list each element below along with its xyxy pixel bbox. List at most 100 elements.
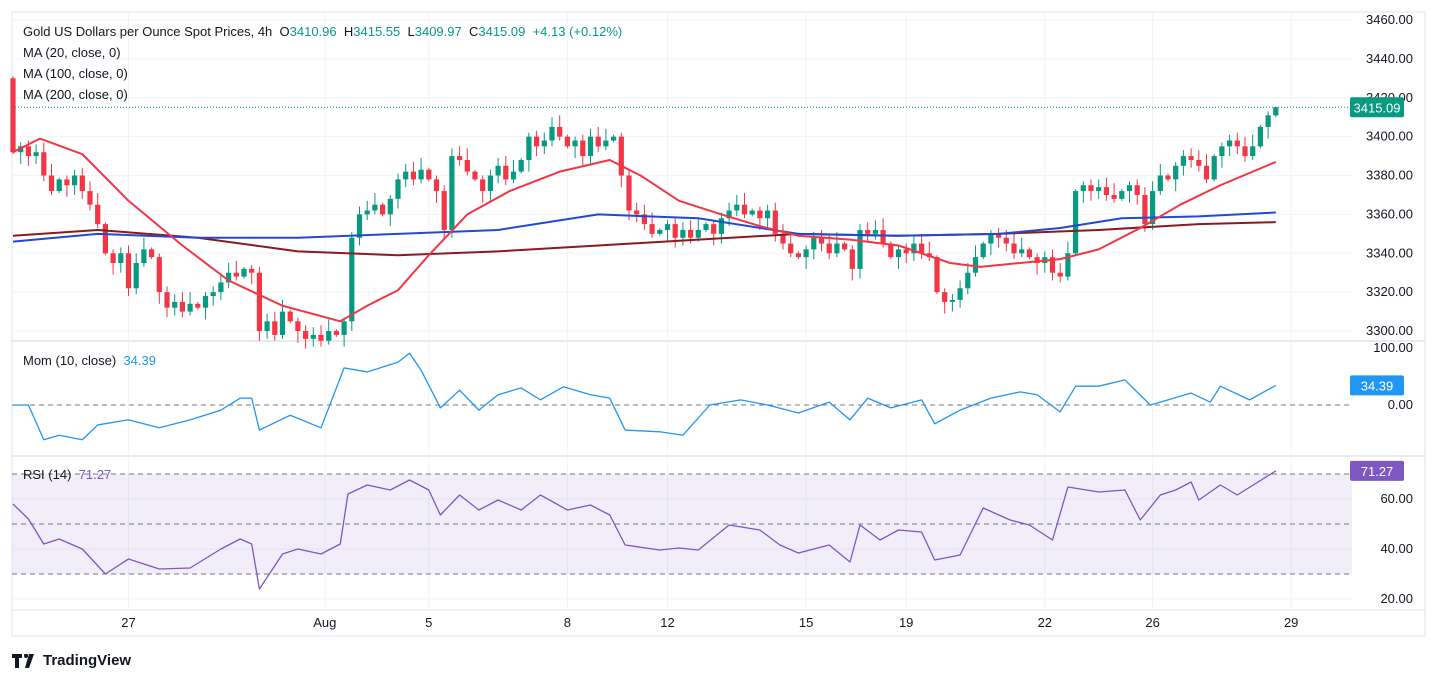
candle-body (618, 136, 624, 176)
candle-body (1103, 187, 1109, 195)
candle-body (741, 204, 748, 215)
candle-body (25, 146, 31, 157)
candle-body (749, 210, 755, 215)
candle-body (1219, 146, 1225, 157)
price-tick-label: 3360.00 (1366, 206, 1413, 221)
candle-body (949, 299, 955, 302)
rsi-tick-label: 20.00 (1380, 591, 1413, 606)
time-tick-label: 15 (799, 615, 813, 630)
tradingview-logo[interactable]: TradingView (12, 652, 131, 669)
rsi-line (12, 470, 1277, 590)
price-tick-label: 3340.00 (1366, 245, 1413, 260)
candle-body (241, 268, 247, 277)
candle-body (1265, 115, 1271, 127)
candle-body (395, 179, 401, 199)
open-value: 3410.96 (289, 24, 337, 39)
candle-body (595, 136, 601, 147)
candle-body (734, 204, 740, 211)
candle-body (726, 210, 732, 219)
candle-body (980, 243, 986, 258)
time-tick-label: 22 (1038, 615, 1052, 630)
candle-body (141, 249, 147, 263)
rsi-label: RSI (14) (23, 467, 72, 482)
time-tick-label: 12 (660, 615, 674, 630)
candle-body (41, 152, 47, 176)
ma20-legend[interactable]: MA (20, close, 0) (23, 45, 121, 60)
candle-body (356, 214, 363, 238)
candle-body (849, 249, 855, 269)
candle-body (1227, 140, 1233, 147)
candle-body (1057, 272, 1063, 277)
candle-body (649, 224, 655, 234)
candle-body (672, 224, 678, 238)
price-tick-label: 3400.00 (1366, 129, 1413, 144)
candle-body (1273, 107, 1279, 116)
candle-body (233, 272, 239, 277)
candle-body (187, 303, 193, 312)
ma100-legend[interactable]: MA (100, close, 0) (23, 66, 128, 81)
candle-body (888, 243, 894, 258)
candle-body (795, 253, 801, 258)
candle-body (487, 175, 493, 192)
candle-body (1157, 175, 1163, 192)
candle-body (895, 249, 902, 258)
symbol-legend: Gold US Dollars per Ounce Spot Prices, 4… (23, 24, 622, 39)
time-tick-label: 19 (899, 615, 913, 630)
candle-body (1134, 185, 1140, 195)
candle-body (680, 229, 686, 238)
candle-body (865, 229, 871, 234)
candle-body (518, 159, 524, 172)
candle-body (48, 175, 55, 192)
candle-body (688, 229, 694, 238)
candle-body (110, 253, 116, 263)
candle-body (626, 175, 632, 211)
candle-body (564, 136, 570, 147)
candle-body (1049, 257, 1056, 273)
candle-body (279, 311, 286, 335)
chart-frame (11, 11, 1426, 637)
candle-body (811, 237, 817, 250)
candle-body (56, 179, 62, 192)
last-price-badge (1350, 97, 1404, 118)
candle-body (603, 140, 609, 147)
time-tick-label: 26 (1145, 615, 1159, 630)
brand-name: TradingView (43, 652, 132, 669)
candle-body (341, 321, 347, 335)
candle-body (996, 233, 1002, 238)
candle-body (1150, 191, 1156, 225)
candle-body (156, 257, 162, 293)
change-value: +4.13 (+0.12%) (532, 24, 623, 39)
mom-legend[interactable]: Mom (10, close) 34.39 (23, 353, 156, 368)
candle-body (1034, 257, 1040, 263)
candle-body (10, 78, 16, 153)
candle-body (834, 243, 840, 254)
candle-body (210, 292, 216, 297)
mom-value-badge-text: 34.39 (1361, 378, 1394, 393)
candle-body (480, 179, 486, 192)
candle-body (218, 282, 224, 293)
candle-body (449, 156, 455, 230)
candle-body (1250, 146, 1256, 157)
rsi-value: 71.27 (78, 467, 112, 482)
candle-body (1065, 253, 1071, 277)
candle-body (1119, 191, 1125, 199)
candle-body (295, 321, 301, 332)
candle-body (1173, 165, 1179, 180)
candle-body (1019, 249, 1025, 254)
ma200-legend[interactable]: MA (200, close, 0) (23, 87, 128, 102)
rsi-tick-label: 40.00 (1380, 541, 1413, 556)
candle-body (264, 321, 270, 332)
candle-body (1188, 156, 1194, 160)
candle-body (826, 243, 832, 254)
candle-body (303, 331, 309, 339)
rsi-legend[interactable]: RSI (14) 71.27 (23, 467, 111, 482)
high-value: 3415.55 (353, 24, 401, 39)
candle-body (457, 156, 463, 160)
candle-body (780, 233, 786, 244)
candle-body (441, 191, 447, 230)
candle-body (495, 165, 501, 176)
candle-body (634, 210, 640, 215)
candle-body (1257, 126, 1263, 147)
candle-body (772, 210, 778, 234)
